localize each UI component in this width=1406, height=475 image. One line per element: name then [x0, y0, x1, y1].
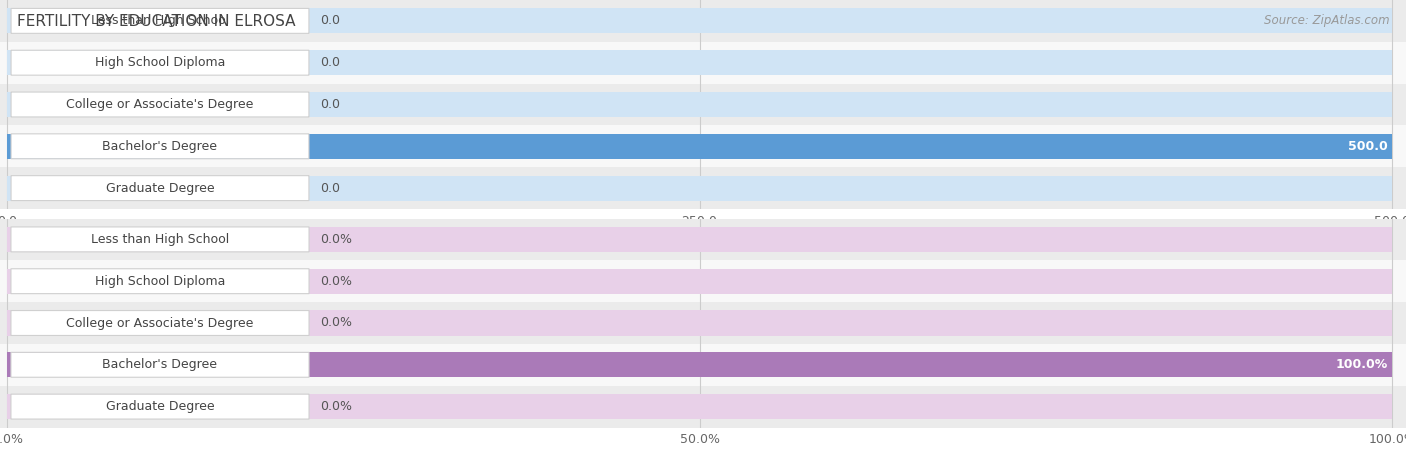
- Bar: [7, 134, 1392, 159]
- FancyBboxPatch shape: [11, 352, 309, 377]
- Text: 0.0%: 0.0%: [321, 316, 352, 330]
- Text: 0.0: 0.0: [321, 14, 340, 28]
- Text: High School Diploma: High School Diploma: [94, 56, 225, 69]
- Text: Less than High School: Less than High School: [91, 233, 229, 246]
- Text: College or Associate's Degree: College or Associate's Degree: [66, 316, 253, 330]
- Bar: [0, 386, 1406, 428]
- FancyBboxPatch shape: [11, 9, 309, 33]
- Bar: [7, 176, 1392, 200]
- Bar: [7, 92, 1392, 117]
- Text: Bachelor's Degree: Bachelor's Degree: [103, 140, 218, 153]
- Bar: [0, 42, 1406, 84]
- Bar: [7, 269, 1392, 294]
- Bar: [7, 134, 1392, 159]
- Bar: [0, 218, 1406, 260]
- Bar: [0, 302, 1406, 344]
- FancyBboxPatch shape: [11, 311, 309, 335]
- FancyBboxPatch shape: [11, 134, 309, 159]
- Text: Graduate Degree: Graduate Degree: [105, 181, 214, 195]
- Text: Bachelor's Degree: Bachelor's Degree: [103, 358, 218, 371]
- FancyBboxPatch shape: [11, 269, 309, 294]
- Text: Less than High School: Less than High School: [91, 14, 229, 28]
- Bar: [0, 167, 1406, 209]
- FancyBboxPatch shape: [11, 92, 309, 117]
- Bar: [0, 125, 1406, 167]
- Text: 100.0%: 100.0%: [1336, 358, 1388, 371]
- Bar: [7, 227, 1392, 252]
- Text: FERTILITY BY EDUCATION IN ELROSA: FERTILITY BY EDUCATION IN ELROSA: [17, 14, 295, 29]
- Bar: [7, 9, 1392, 33]
- Bar: [7, 394, 1392, 419]
- Text: College or Associate's Degree: College or Associate's Degree: [66, 98, 253, 111]
- Text: High School Diploma: High School Diploma: [94, 275, 225, 288]
- Text: 0.0%: 0.0%: [321, 233, 352, 246]
- Text: 0.0: 0.0: [321, 56, 340, 69]
- Bar: [0, 84, 1406, 125]
- Text: Source: ZipAtlas.com: Source: ZipAtlas.com: [1264, 14, 1389, 27]
- FancyBboxPatch shape: [11, 394, 309, 419]
- Text: 0.0%: 0.0%: [321, 400, 352, 413]
- Bar: [0, 344, 1406, 386]
- Bar: [7, 352, 1392, 377]
- Text: Graduate Degree: Graduate Degree: [105, 400, 214, 413]
- Text: 0.0: 0.0: [321, 181, 340, 195]
- Text: 500.0: 500.0: [1348, 140, 1388, 153]
- Bar: [7, 352, 1392, 377]
- Bar: [0, 0, 1406, 42]
- FancyBboxPatch shape: [11, 227, 309, 252]
- FancyBboxPatch shape: [11, 50, 309, 75]
- FancyBboxPatch shape: [11, 176, 309, 200]
- Bar: [7, 50, 1392, 75]
- Bar: [0, 260, 1406, 302]
- Text: 0.0%: 0.0%: [321, 275, 352, 288]
- Bar: [7, 311, 1392, 335]
- Text: 0.0: 0.0: [321, 98, 340, 111]
